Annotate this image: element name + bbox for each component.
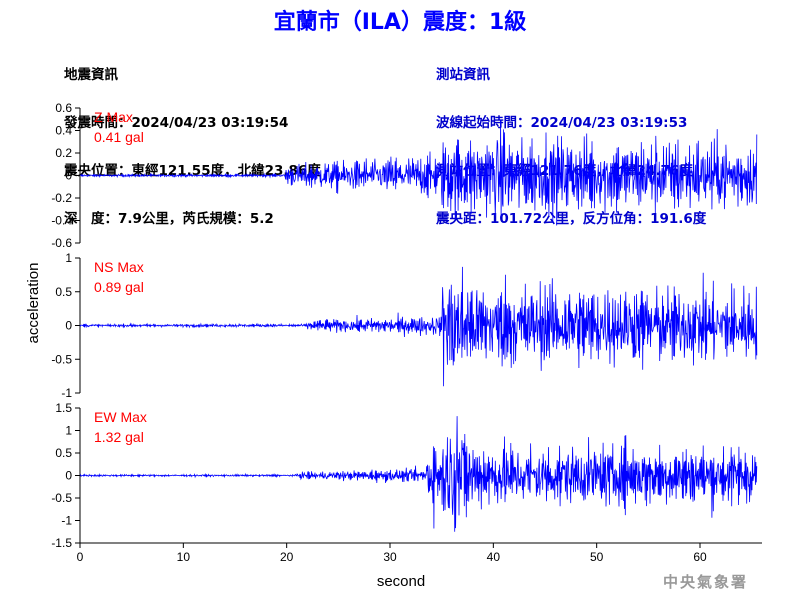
chart-title: 宜蘭市（ILA）震度：1級 [273,10,527,35]
waveform-trace-ew [79,416,758,532]
y-tick-label-z: -0.6 [51,236,72,250]
y-tick-label-ew: -0.5 [51,491,72,505]
station-info-heading: 測站資訊 [436,67,490,83]
y-tick-label-ns: -0.5 [51,352,72,366]
y-tick-label-ns: -1 [61,386,72,400]
y-tick-label-ew: 0.5 [55,446,72,460]
y-tick-label-ns: 0.5 [55,285,72,299]
x-tick-label: 60 [693,550,707,564]
y-axis-title: acceleration [25,263,42,344]
max-label-z: Z Max [94,109,133,125]
y-tick-label-ew: 1 [65,424,72,438]
origin-time-text: 發震時間：2024/04/23 03:19:54 [64,115,289,131]
station-info-block: 測站資訊 波線起始時間：2024/04/23 03:19:53 測站位置：東經1… [436,35,706,243]
x-tick-label: 20 [280,550,294,564]
onset-time-text: 波線起始時間：2024/04/23 03:19:53 [436,115,688,131]
x-tick-label: 0 [77,550,84,564]
y-tick-label-z: 0.4 [55,124,72,138]
y-tick-label-z: 0 [65,169,72,183]
y-tick-label-ew: 0 [65,469,72,483]
y-tick-label-ew: -1.5 [51,536,72,550]
depth-magnitude-text: 深 度：7.9公里，芮氏規模：5.2 [64,211,274,227]
max-value-z: 0.41 gal [94,129,144,145]
waveform-trace-z [79,120,758,226]
y-tick-label-ew: 1.5 [55,401,72,415]
y-tick-label-ns: 1 [65,251,72,265]
y-tick-label-ew: -1 [61,514,72,528]
max-label-ns: NS Max [94,259,144,275]
x-axis-title: second [377,573,425,590]
x-tick-label: 30 [383,550,397,564]
max-value-ew: 1.32 gal [94,429,144,445]
y-tick-label-z: 0.2 [55,146,72,160]
y-tick-label-z: 0.6 [55,101,72,115]
earthquake-info-block: 地震資訊 發震時間：2024/04/23 03:19:54 震央位置：東經121… [64,35,321,243]
x-tick-label: 10 [177,550,191,564]
max-value-ns: 0.89 gal [94,279,144,295]
earthquake-info-heading: 地震資訊 [64,67,118,83]
agency-logo-text: 中央氣象署 [662,573,748,591]
max-label-ew: EW Max [94,409,147,425]
y-tick-label-z: -0.4 [51,214,72,228]
y-tick-label-z: -0.2 [51,191,72,205]
y-tick-label-ns: 0 [65,319,72,333]
distance-azimuth-text: 震央距：101.72公里，反方位角：191.6度 [436,211,707,227]
x-tick-label: 40 [487,550,501,564]
x-tick-label: 50 [590,550,604,564]
waveform-trace-ns [79,266,758,387]
